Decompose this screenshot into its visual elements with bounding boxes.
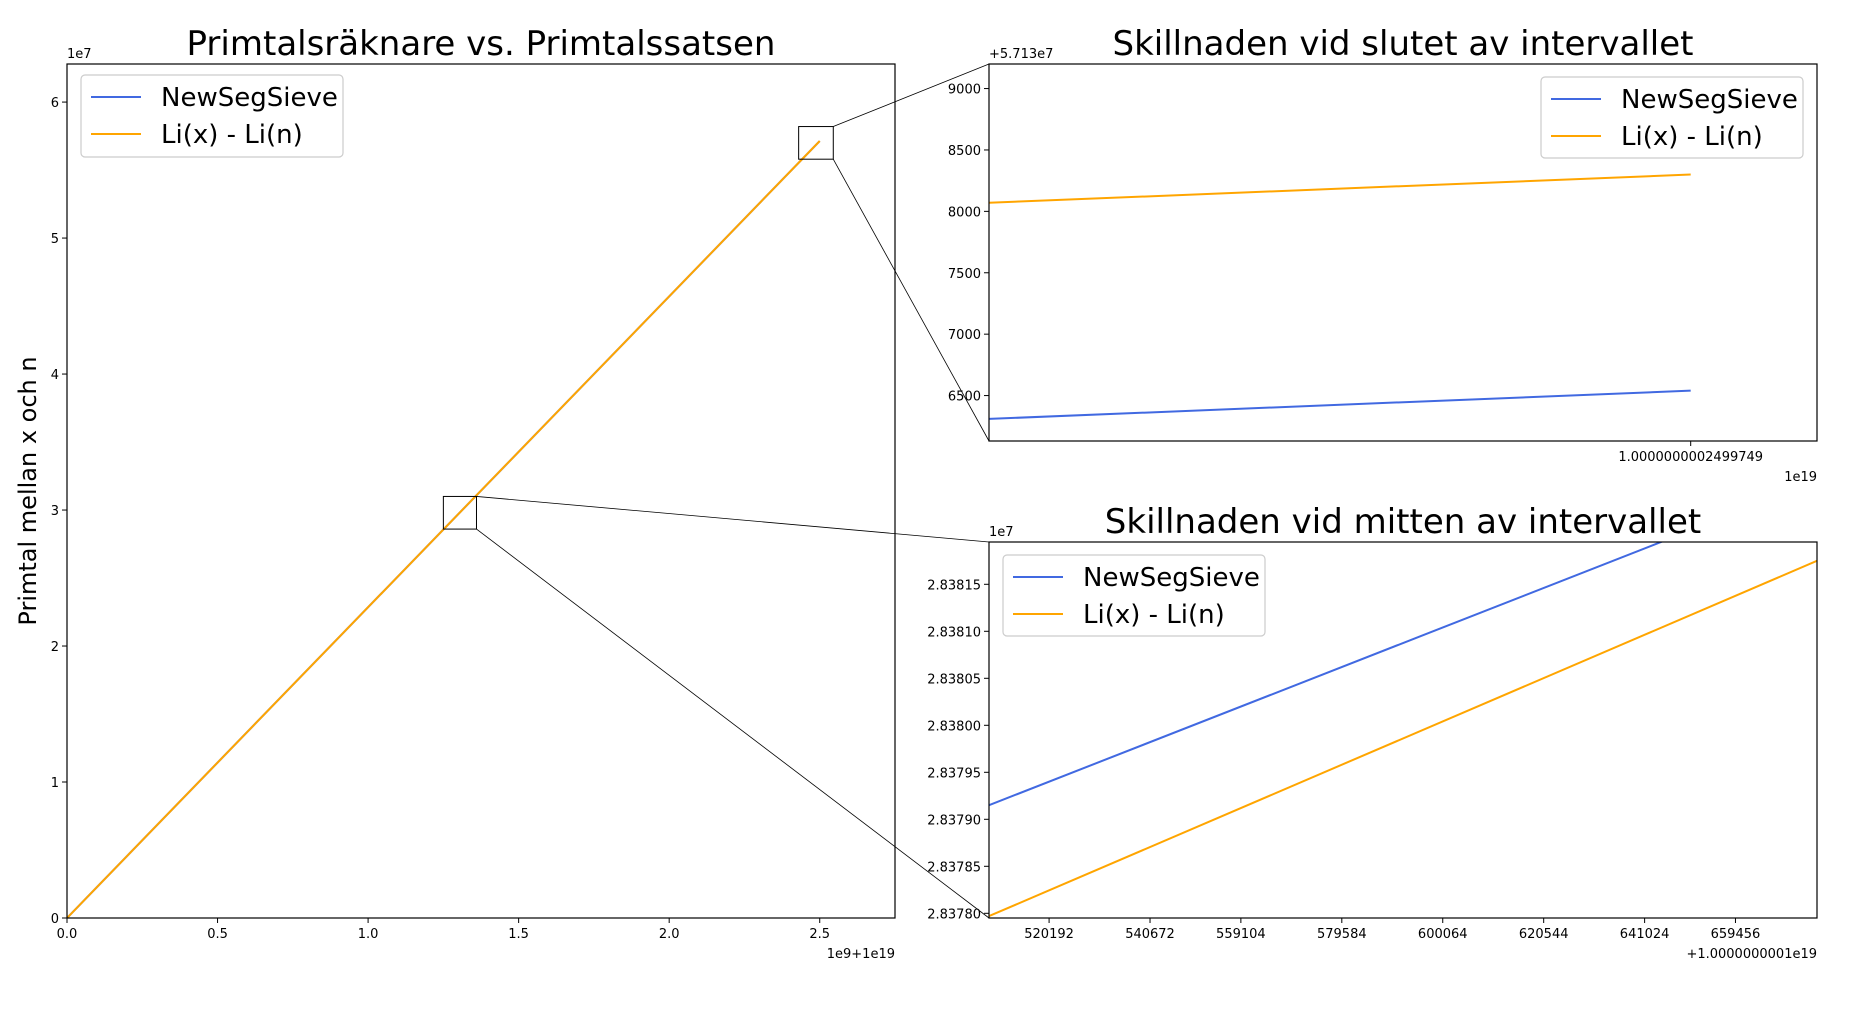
mid-legend-label: Li(x) - Li(n) [1083,600,1225,630]
mid-xtick-label: 540672 [1125,927,1175,942]
end-legend-box [1540,76,1804,159]
mid-xtick-label: 600064 [1418,927,1468,942]
mid-chart-title: Skillnaden vid mitten av intervallet [1105,502,1701,542]
zoom-connector-end [833,63,990,127]
end-y-offset-label: +5.713e7 [989,47,1053,62]
mid-ytick-label: 2.83780 [927,907,981,922]
mid-ytick-label: 2.83805 [927,672,981,687]
main-axes-frame [66,63,896,919]
mid-x-offset-label: +1.0000000001e19 [1686,947,1817,962]
main-legend-box [80,74,344,158]
mid-legend-box [1002,554,1266,637]
main-ytick-label: 3 [51,504,59,519]
main-ytick-label: 4 [51,368,59,383]
end-ytick-label: 7500 [948,267,981,282]
mid-axes-frame [988,541,1818,919]
mid-chart: 520192 540672 559104 579584 600064 620544 6410… [927,502,1818,962]
end-ytick-label: 9000 [948,83,981,98]
mid-ytick-label: 2.83810 [927,625,981,640]
main-ytick-label: 2 [51,640,59,655]
main-xtick-label: 2.5 [809,927,830,942]
mid-xtick-label: 620544 [1519,927,1569,942]
main-chart: 0.0 0.5 1.0 1.5 2.0 2.5 0 1 2 3 4 5 6 1e7 1e9+1e19 Prim… [14,24,896,962]
zoom-connector-end [832,158,990,442]
mid-ytick-label: 2.83795 [927,766,981,781]
main-ytick-label: 0 [51,912,59,927]
mid-ytick-label: 2.83800 [927,719,981,734]
main-xtick-label: 0.0 [57,927,78,942]
zoom-indicator-end [798,126,834,160]
main-ytick-label: 6 [51,96,59,111]
main-ytick-label: 1 [51,776,59,791]
main-xtick-label: 1.0 [358,927,379,942]
mid-legend-label: NewSegSieve [1083,563,1260,593]
zoom-indicator-mid [442,495,477,530]
mid-legend: NewSegSieve Li(x) - Li(n) [1002,554,1266,637]
main-xtick-label: 0.5 [207,927,228,942]
main-legend-label: Li(x) - Li(n) [161,120,303,150]
main-y-offset-label: 1e7 [67,47,92,62]
mid-ytick-label: 2.83815 [927,578,981,593]
mid-xtick-label: 559104 [1216,927,1266,942]
mid-xtick-label: 520192 [1024,927,1074,942]
mid-ytick-label: 2.83785 [927,860,981,875]
end-chart: 1.00000000024997496500700075008000850090… [948,24,1818,485]
end-ytick-label: 8500 [948,144,981,159]
end-chart-title: Skillnaden vid slutet av intervallet [1113,24,1694,64]
main-legend: NewSegSieve Li(x) - Li(n) [80,74,344,158]
end-legend-label: NewSegSieve [1621,85,1798,115]
main-xtick-label: 2.0 [659,927,680,942]
mid-ytick-label: 2.83790 [927,813,981,828]
mid-xtick-label: 579584 [1317,927,1367,942]
end-series-li-line [989,173,1691,204]
main-x-offset-label: 1e9+1e19 [827,947,895,962]
end-ytick-label: 8000 [948,205,981,220]
end-x-offset-label: 1e19 [1784,470,1817,485]
main-chart-title: Primtalsräknare vs. Primtalssatsen [187,24,776,64]
end-legend: NewSegSieve Li(x) - Li(n) [1540,76,1804,159]
mid-xtick-label: 641024 [1620,927,1670,942]
mid-series-newsegsieve-line [989,542,1664,807]
end-series-newsegsieve-line [989,389,1691,420]
main-legend-label: NewSegSieve [161,83,338,113]
mid-xtick-label: 659456 [1711,927,1761,942]
main-y-axis-label: Primtal mellan x och n [14,356,42,625]
main-ytick-label: 5 [51,232,59,247]
end-legend-label: Li(x) - Li(n) [1621,122,1763,152]
zoom-connector-mid [476,528,990,919]
end-ytick-label: 7000 [948,328,981,343]
end-xtick-label: 1.0000000002499749 [1618,450,1763,465]
mid-y-offset-label: 1e7 [989,525,1014,540]
zoom-connector-mid [476,496,990,543]
end-axes-frame [988,63,1818,442]
main-xtick-label: 1.5 [508,927,529,942]
mid-series-li-line [989,559,1817,918]
